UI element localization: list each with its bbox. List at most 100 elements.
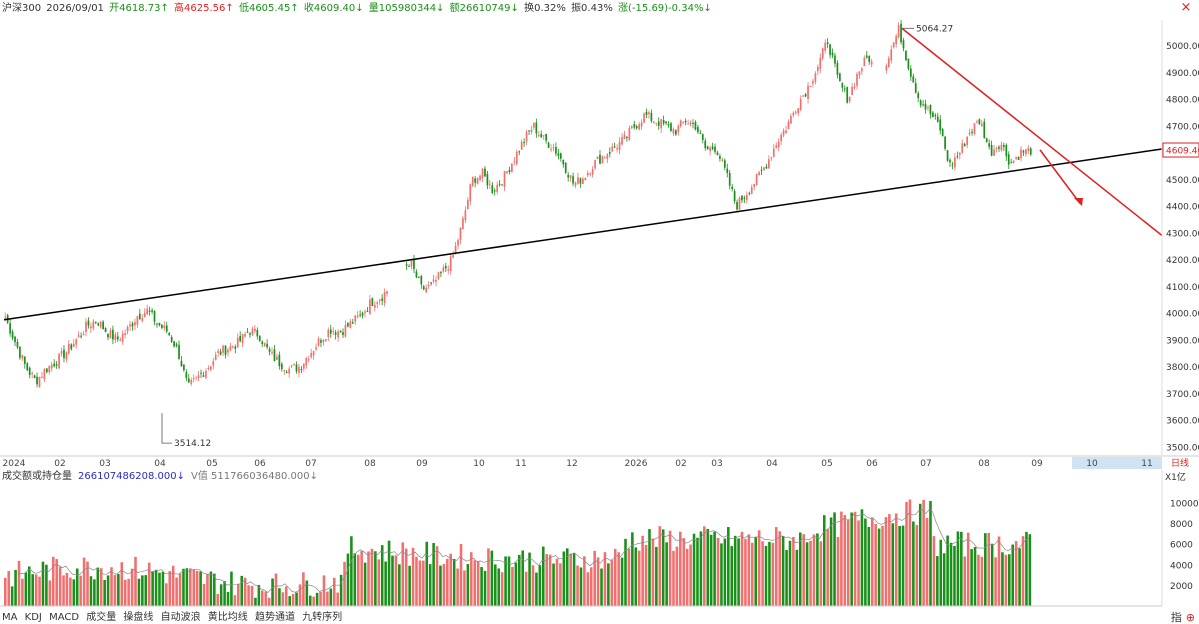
candle-body [440,272,442,274]
candle [48,365,51,375]
candle-body [26,363,29,371]
candle [1029,146,1032,157]
candle [197,370,200,382]
candle [601,155,604,164]
candle [1025,148,1027,157]
candle [687,119,689,125]
candle [141,314,144,323]
volume-bar [586,572,590,606]
candle [971,128,973,136]
volume-bar [158,572,161,606]
candle-body [1000,144,1003,151]
candle-body [1012,160,1015,163]
volume-bar [802,534,805,606]
volume-bar [404,548,408,606]
candle-body [386,291,388,294]
volume-bar [374,551,377,606]
volume-bar [161,571,165,606]
candle [405,261,408,270]
candle-body [48,365,51,373]
candle [342,328,344,339]
volume-bar [555,558,559,606]
candle [347,322,349,328]
candle [604,156,606,159]
candle [383,288,386,307]
x-tick-label: 03 [99,459,110,469]
candle-body [359,314,361,316]
close-icon[interactable]: × [1180,0,1192,15]
candle-body [246,331,249,333]
volume-bar [984,533,987,606]
indicator-nine-turn[interactable]: 九转序列 [302,612,343,623]
indicator-caopanxian[interactable]: 操盘线 [123,612,154,623]
candle-body [268,348,271,352]
indicator-kdj[interactable]: KDJ [24,612,42,623]
candle [547,141,550,149]
right-tools: 指 ⊕ [1167,611,1195,624]
candle-body [794,111,797,113]
index-button[interactable]: 指 [1170,611,1182,624]
volume-bar [792,536,795,606]
candle-body [192,378,195,380]
candle-body [94,322,97,324]
y-tick-label: 4200.00 [1166,256,1199,266]
candle-body [271,351,273,354]
candle-body [995,148,998,150]
y-tick-label: 4700.00 [1166,122,1199,132]
candle-body [102,321,104,330]
candle [572,172,574,187]
candle-body [733,191,736,202]
volume-bar [798,532,802,606]
candle [542,135,545,140]
indicator-macd[interactable]: MACD [49,612,80,623]
candle-body [124,333,127,336]
candle [310,348,313,360]
candle-body [591,169,594,175]
candle-body [364,311,366,314]
quote-info-bar: 沪深300 2026/09/01 开4618.73↑ 高4625.56↑ 低46… [2,2,714,16]
candle-body [540,134,543,138]
volume-bar [901,525,905,606]
candle [902,37,905,52]
candle-body [628,128,631,141]
volume-bar [994,557,997,606]
candle [868,55,871,65]
candle-body [420,275,423,285]
candle [954,153,956,171]
volume-bar [634,547,638,606]
plus-icon[interactable]: ⊕ [1185,611,1195,624]
volume-bar [137,578,141,606]
indicator-auto-wave[interactable]: 自动波浪 [160,612,201,623]
volume-bar [213,573,216,606]
indicator-trend-channel[interactable]: 趋势通道 [254,612,295,623]
volume-bar [579,567,583,606]
candle-body [141,317,144,322]
candle-body [555,146,557,154]
candle [36,372,38,388]
indicator-ma[interactable]: MA [2,612,18,623]
candle-body [971,131,973,133]
candle-body [697,127,699,133]
volume-bar [62,575,65,606]
candle-body [217,351,220,353]
candle [628,125,631,141]
volume-bar [31,574,34,606]
candle-body [126,326,129,332]
indicator-ratio-ma[interactable]: 黄比均线 [207,612,248,623]
candle-body [293,364,295,366]
candle-body [863,57,866,66]
indicator-volume[interactable]: 成交量 [86,612,117,623]
candle [87,317,90,329]
candle [694,120,697,131]
candle-body [486,173,489,186]
candle [956,151,959,159]
candle-body [638,124,641,130]
volume-bar [346,553,350,606]
candle [231,345,234,349]
candle [1002,142,1005,152]
candle-body [351,322,354,324]
candle [415,269,418,279]
volume-bar [192,569,196,606]
volume-bar [593,550,596,606]
